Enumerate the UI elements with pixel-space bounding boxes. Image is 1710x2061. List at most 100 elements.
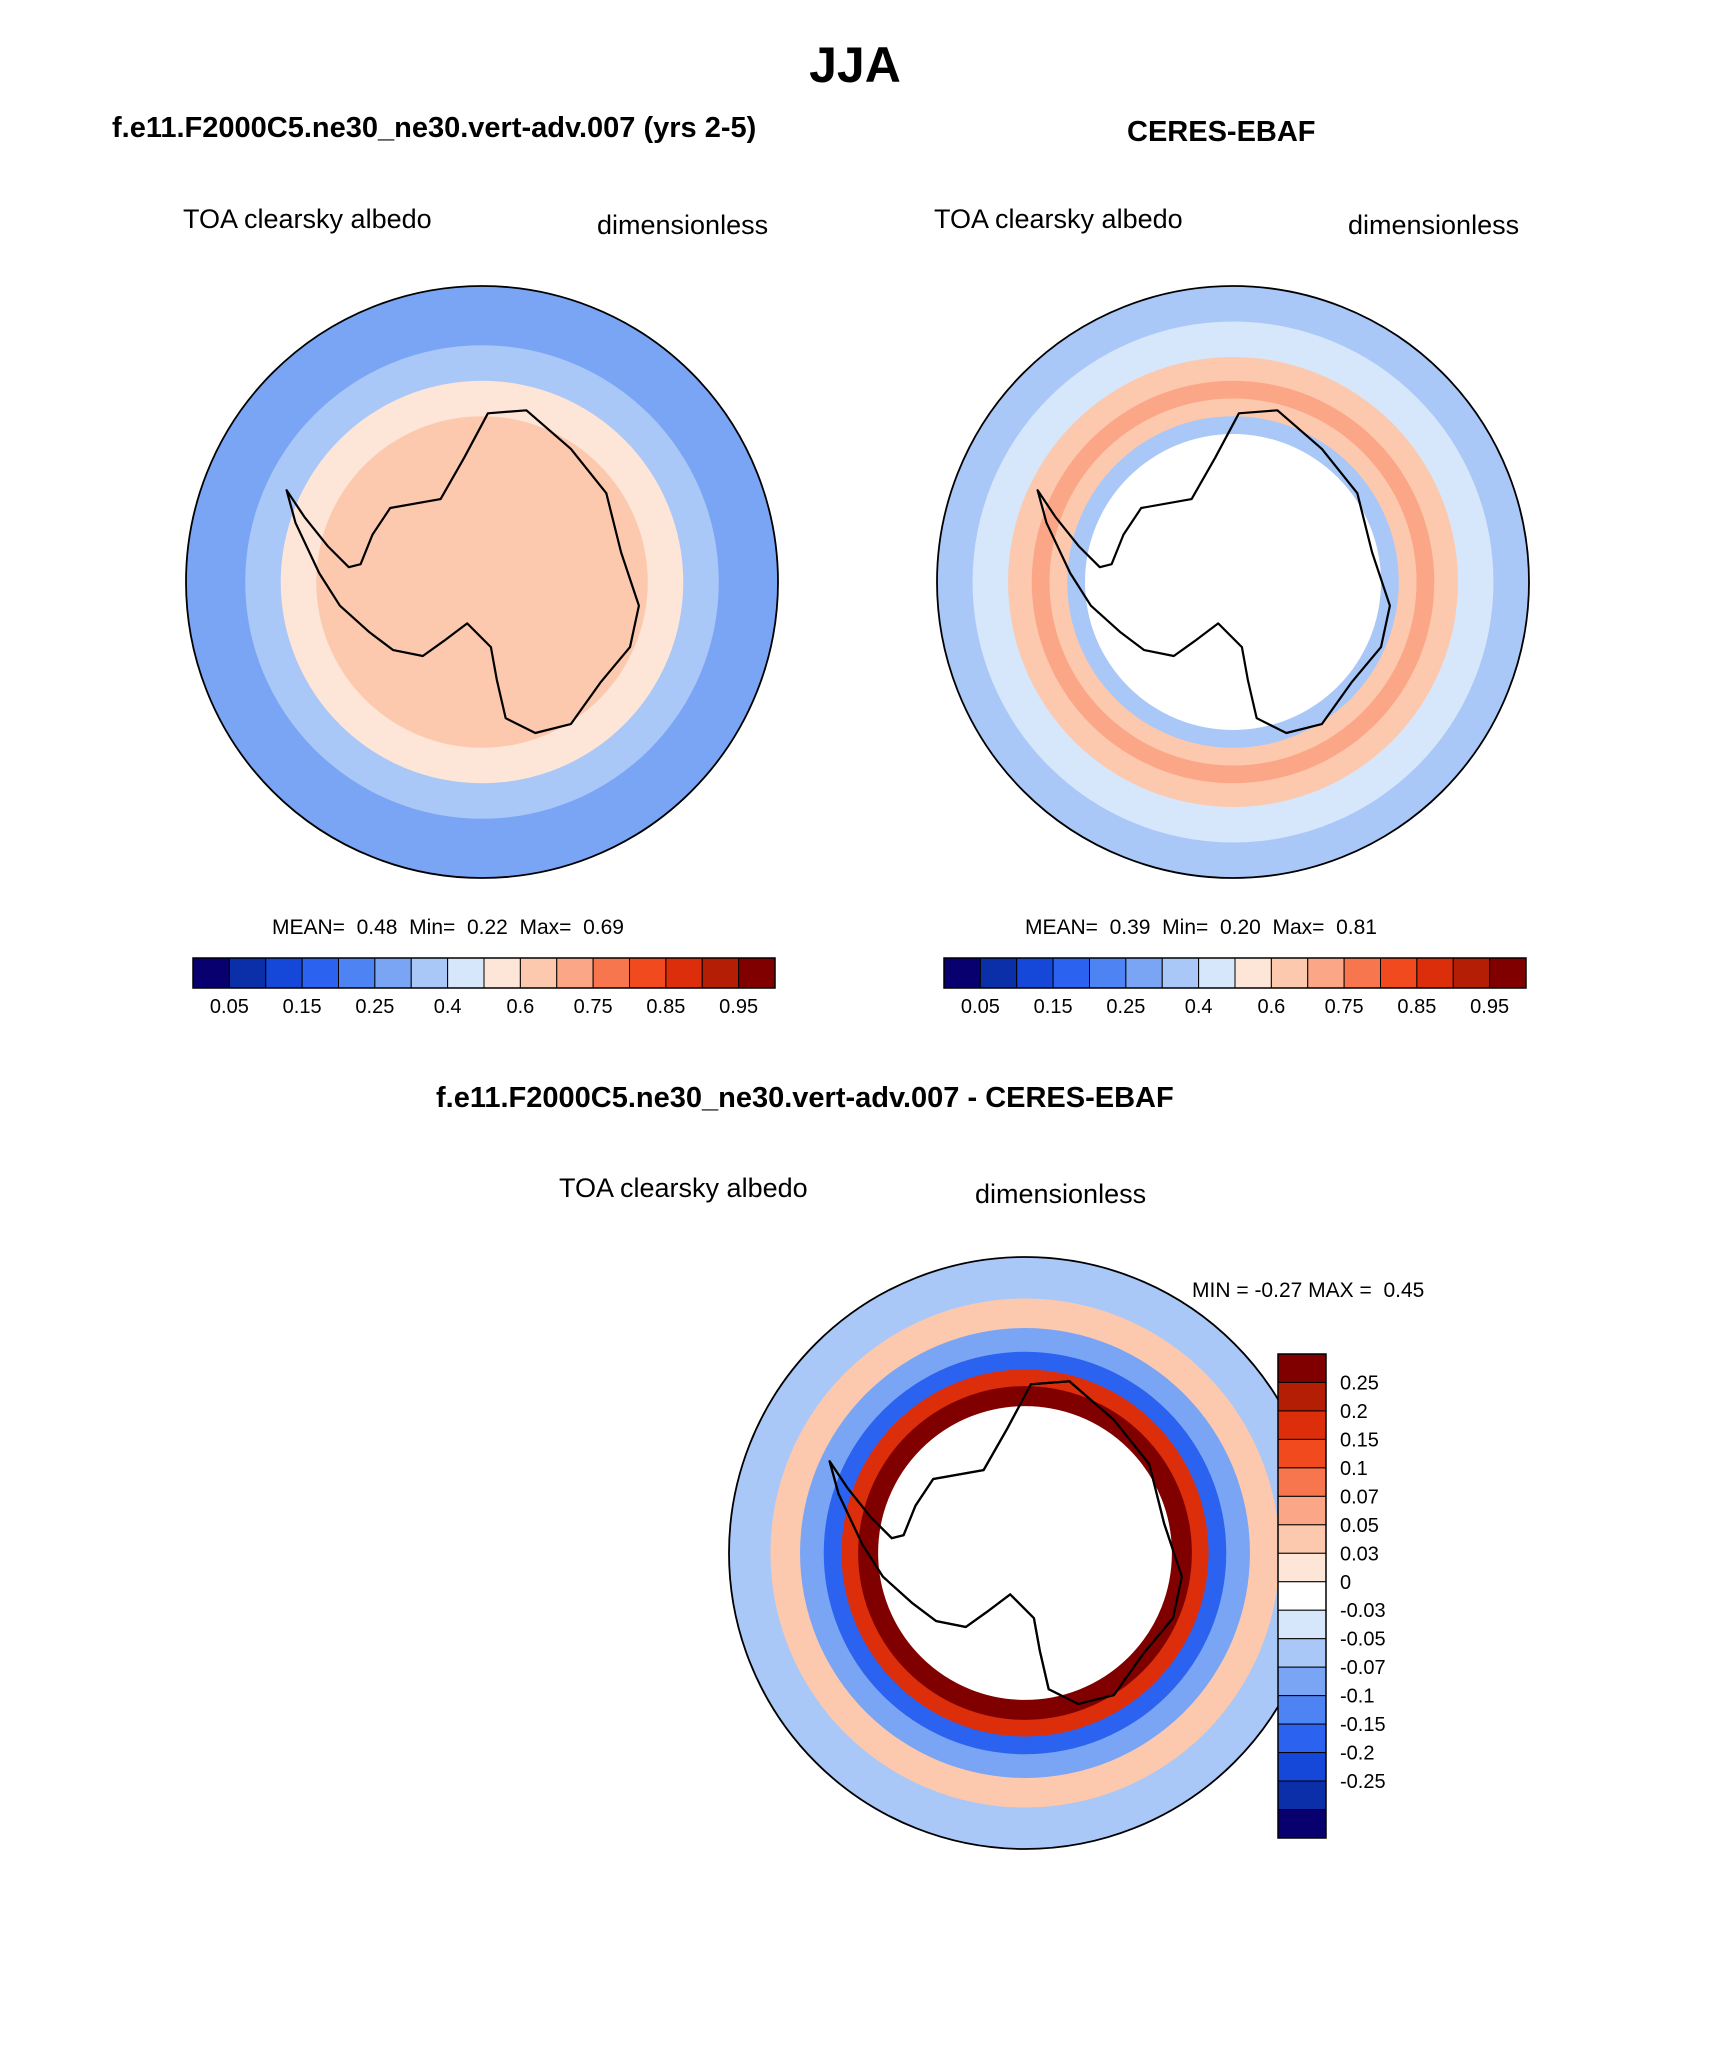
colorbar-tick-label: -0.1 [1340,1686,1374,1708]
colorbar-swatch [738,957,776,989]
colorbar-swatch [943,957,981,989]
colorbar-tick-label: 0.05 [961,996,1000,1018]
colorbar-swatch [1277,1495,1327,1526]
colorbar-tick-label: -0.05 [1340,1629,1386,1651]
field-band-lat65 [877,1405,1173,1701]
colorbar-swatch [265,957,303,989]
colorbar-swatch [1277,1552,1327,1583]
map-border [185,285,779,879]
colorbar-swatch [374,957,412,989]
colorbar-tick-label: 0.6 [506,996,534,1018]
colorbar-swatch [979,957,1018,989]
colorbar-swatch [1277,1609,1327,1640]
colorbar-swatch [1125,957,1163,989]
colorbar-swatch [556,957,594,989]
colorbar-swatch [1277,1638,1327,1668]
panel1-min-label: Min= [409,916,456,939]
colorbar-tick-label: 0.85 [1397,996,1436,1018]
colorbar-swatch [1277,1723,1327,1754]
colorbar-tick-label: 0.75 [574,996,613,1018]
colorbar-swatch [1277,1410,1327,1440]
colorbar-tick-label: 0 [1340,1572,1351,1594]
colorbar-tick-label: -0.15 [1340,1714,1386,1736]
panel1-variable-label: TOA clearsky albedo [183,204,432,234]
map-panel-3 [728,1256,1322,1850]
map-field-3 [729,1257,1321,1849]
colorbar-diff: 0.25 0.2 0.15 0.1 0.07 0.05 0.03 0 -0.03 -0.05 -0.… [1277,1353,1386,1839]
diff-min-label: MIN = [1192,1279,1249,1302]
panel1-title: f.e11.F2000C5.ne30_ne30.vert-adv.007 (yr… [112,112,757,144]
colorbar-1: 0.05 0.15 0.25 0.4 0.6 0.75 0.85 0.95 [192,957,776,1018]
colorbar-swatch [1277,1666,1327,1697]
colorbar-tick-label: 0.25 [1106,996,1145,1018]
diff-min-value: -0.27 [1254,1279,1303,1302]
colorbar-swatch [1277,1581,1327,1611]
colorbar-swatch [1277,1695,1327,1725]
field-band-lat86 [458,558,506,606]
panel1-max-value: 0.69 [583,916,624,939]
map-panel-2 [936,285,1530,879]
colorbar-swatch [483,957,521,989]
colorbar-swatch [519,957,558,989]
colorbar-swatch [1277,1809,1327,1839]
panel1-mean-value: 0.48 [356,916,398,939]
colorbar-swatch [447,957,485,989]
colorbar-tick-label: 0.95 [719,996,758,1018]
colorbar-tick-label: -0.07 [1340,1657,1386,1679]
colorbar-swatch [1052,957,1090,989]
diff-units-label: dimensionless [975,1179,1147,1209]
diff-max-label: MAX = [1308,1279,1372,1302]
colorbar-swatch [338,957,376,989]
panel1-mean-label: MEAN= [272,916,345,939]
colorbar-swatch [629,957,667,989]
colorbar-swatch [665,957,703,989]
colorbar-swatch [1452,957,1491,989]
colorbar-frame [192,957,776,989]
colorbar-tick-label: -0.2 [1340,1743,1374,1765]
colorbar-frame [943,957,1527,989]
panel2-units-label: dimensionless [1348,210,1520,240]
map-field-1 [186,286,778,878]
colorbar-tick-label: 0.25 [1340,1372,1379,1394]
colorbar-swatch [1277,1467,1327,1497]
colorbar-2: 0.05 0.15 0.25 0.4 0.6 0.75 0.85 0.95 [943,957,1527,1018]
colorbar-tick-label: -0.03 [1340,1600,1386,1622]
colorbar-tick-label: 0.4 [434,996,462,1018]
field-band-lat65 [1085,434,1381,730]
colorbar-tick-label: 0.03 [1340,1543,1379,1565]
diff-coastline-overlay [828,1380,1184,1706]
colorbar-swatch [1161,957,1200,989]
antarctica-coastline [1036,409,1392,735]
map-panel-1 [185,285,779,879]
panel2-min-label: Min= [1162,916,1209,939]
diff-variable-label: TOA clearsky albedo [559,1173,808,1203]
panel1-units-label: dimensionless [597,210,769,240]
map-border [936,285,1530,879]
colorbar-tick-label: 0.95 [1470,996,1509,1018]
panel2-max-label: Max= [1272,916,1325,939]
panel1-max-label: Max= [519,916,572,939]
colorbar-tick-label: 0.05 [210,996,249,1018]
colorbar-tick-label: 0.2 [1340,1401,1368,1423]
colorbar-tick-label: 0.15 [1034,996,1073,1018]
diff-stats: MIN = -0.27 MAX = 0.45 [1192,1279,1424,1303]
colorbar-swatch [1343,957,1381,989]
page-title: JJA [809,37,901,93]
colorbar-tick-label: 0.07 [1340,1486,1379,1508]
colorbar-tick-label: 0.6 [1257,996,1285,1018]
panel2-min-value: 0.20 [1219,916,1261,939]
colorbar-swatch [1277,1381,1327,1412]
colorbar-swatch [1277,1780,1327,1811]
panel2-variable-label: TOA clearsky albedo [934,204,1183,234]
colorbar-swatch [1277,1438,1327,1469]
colorbar-swatch [228,957,267,989]
colorbar-tick-label: 0.15 [1340,1429,1379,1451]
panel2-stats: MEAN= 0.39 Min= 0.20 Max= 0.81 [1025,916,1377,940]
colorbar-swatch [1277,1353,1327,1383]
colorbar-tick-label: 0.4 [1185,996,1213,1018]
colorbar-swatch [1016,957,1054,989]
colorbar-swatch [1416,957,1454,989]
colorbar-swatch [1489,957,1527,989]
panel2-title: CERES-EBAF [1127,116,1316,148]
